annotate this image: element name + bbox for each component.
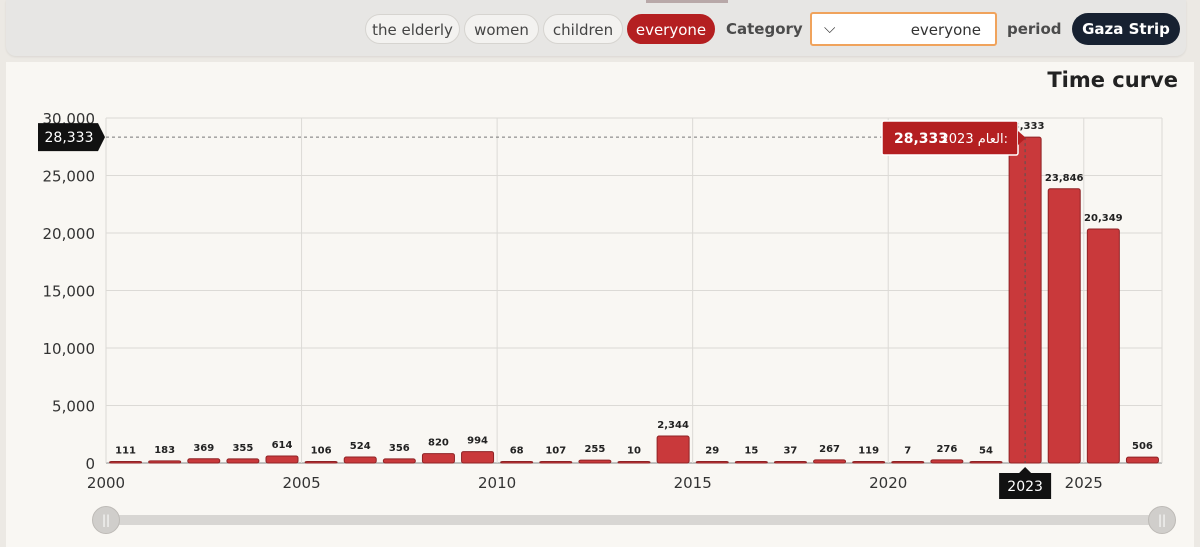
bar-2010 xyxy=(500,461,534,464)
y-tick-label: 10,000 xyxy=(43,340,96,358)
bar-2025 xyxy=(1086,228,1120,464)
bar-value-label: 54 xyxy=(979,446,993,457)
y-tick-label: 25,000 xyxy=(43,168,96,186)
range-slider-end-handle[interactable]: || xyxy=(1148,506,1176,534)
bar-value-label: 524 xyxy=(350,441,371,452)
bar-value-label: 369 xyxy=(193,443,214,454)
bar-value-label: 10 xyxy=(627,446,641,457)
bar-2020 xyxy=(891,461,925,464)
bar-value-label: 119 xyxy=(858,446,879,457)
bar-2013 xyxy=(617,461,651,464)
bar-2008 xyxy=(421,453,455,464)
bar-2001 xyxy=(148,460,182,464)
x-tick-label: 2025 xyxy=(1065,474,1103,492)
x-tick-label: 2005 xyxy=(282,474,320,492)
crosshair-year-badge xyxy=(999,467,1052,499)
top-accent xyxy=(646,0,728,3)
y-tick-label: 5,000 xyxy=(52,398,95,416)
bar-2016 xyxy=(734,461,768,464)
period-label: period xyxy=(1007,20,1062,38)
chart-title: Time curve xyxy=(1047,68,1178,92)
bar-value-label: 255 xyxy=(584,444,605,455)
bar-value-label: 23,846 xyxy=(1045,173,1084,184)
tooltip-value: 28,333 xyxy=(894,131,948,147)
bar-2011 xyxy=(539,461,573,464)
bar-value-label: 37 xyxy=(783,446,797,457)
bar-value-label: 20,349 xyxy=(1084,213,1123,224)
bar-2007 xyxy=(382,458,416,464)
bar-value-label: 820 xyxy=(428,438,449,449)
x-tick-label: 2010 xyxy=(478,474,516,492)
bar-2004 xyxy=(265,455,299,464)
range-slider-track[interactable] xyxy=(104,515,1162,525)
bar-value-label: 107 xyxy=(545,446,566,457)
chip-everyone[interactable]: everyone xyxy=(627,14,715,44)
bar-value-label: 68 xyxy=(510,446,524,457)
chip-children[interactable]: children xyxy=(543,14,623,44)
y-tick-label: 20,000 xyxy=(43,225,96,243)
period-select-value: everyone xyxy=(910,21,981,39)
crosshair-value-label: 28,333 xyxy=(45,130,94,146)
bar-value-label: 29 xyxy=(705,446,719,457)
period-select[interactable]: ⌵ everyone xyxy=(810,12,997,46)
bar-value-label: 614 xyxy=(272,440,293,451)
bar-value-label: 2,344 xyxy=(657,420,689,431)
x-tick-label: 2000 xyxy=(87,474,125,492)
range-slider-start-handle[interactable]: || xyxy=(92,506,120,534)
bar-value-label: 356 xyxy=(389,443,410,454)
bar-2022 xyxy=(969,461,1003,464)
bar-value-label: 267 xyxy=(819,444,840,455)
region-button[interactable]: Gaza Strip xyxy=(1072,13,1180,45)
chip-women[interactable]: women xyxy=(464,14,539,44)
bar-2014 xyxy=(656,435,690,464)
bar-value-label: 106 xyxy=(311,446,332,457)
bar-2019 xyxy=(852,461,886,464)
bar-2026 xyxy=(1125,456,1159,464)
bar-2003 xyxy=(226,458,260,464)
bar-value-label: 276 xyxy=(936,444,957,455)
bar-value-label: 506 xyxy=(1132,441,1153,452)
bar-value-label: 111 xyxy=(115,446,136,457)
tooltip-pointer xyxy=(1018,131,1026,145)
bar-2002 xyxy=(187,458,221,464)
bar-2015 xyxy=(695,461,729,464)
category-label: Category xyxy=(726,20,803,38)
chevron-down-icon: ⌵ xyxy=(824,19,836,37)
y-tick-label: 15,000 xyxy=(43,283,96,301)
y-tick-label: 0 xyxy=(85,455,95,473)
x-tick-label: 2015 xyxy=(674,474,712,492)
bar-2021 xyxy=(930,459,964,464)
chip-elderly[interactable]: the elderly xyxy=(365,14,460,44)
tooltip-year: العام 2023: xyxy=(941,132,1008,147)
crosshair-year-label: 2023 xyxy=(1007,479,1043,495)
crosshair-value-badge xyxy=(38,123,105,152)
bar-value-label: 355 xyxy=(232,443,253,454)
bar-2024 xyxy=(1047,188,1081,464)
bar-2012 xyxy=(578,459,612,464)
bar-value-label: 28,333 xyxy=(1006,121,1045,132)
bar-2017 xyxy=(773,461,807,464)
bar-2018 xyxy=(813,459,847,464)
x-tick-label: 2020 xyxy=(869,474,907,492)
bar-value-label: 183 xyxy=(154,445,175,456)
bar-value-label: 994 xyxy=(467,436,488,447)
bar-2000 xyxy=(109,461,143,464)
bar-value-label: 7 xyxy=(904,446,911,457)
bar-2005 xyxy=(304,461,338,464)
bar-2006 xyxy=(343,456,377,464)
bar-value-label: 15 xyxy=(744,446,758,457)
bar-2009 xyxy=(461,451,495,464)
